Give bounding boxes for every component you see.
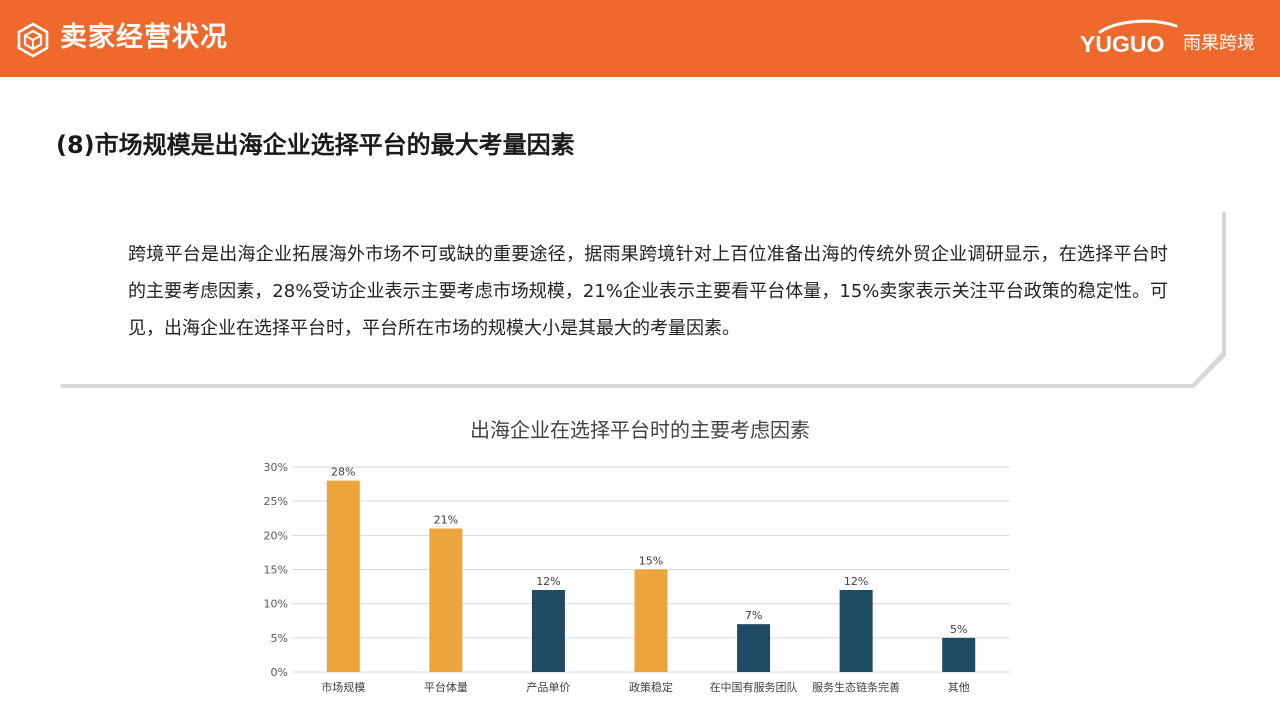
x-tick-label: 平台体量 [424,680,468,694]
chart-svg: 0% 5% 10% 15% 20% 25% 30% 28% 市场规模 21% 平台体量 12% 产品单价… [264,461,1010,694]
brand-name-cn: 雨果跨境 [1183,33,1255,54]
data-label: 15% [639,555,663,568]
x-tick-label: 其他 [948,681,970,694]
brand-logo: YUGUO 雨果跨境 [1080,18,1260,58]
summary-card [58,208,1222,384]
data-label: 7% [745,609,762,622]
summary-text: 跨境平台是出海企业拓展海外市场不可或缺的重要途径，据雨果跨境针对上百位准备出海的… [128,244,1168,339]
cube-icon [17,22,49,58]
section-title: (8)市场规模是出海企业选择平台的最大考量因素 [56,131,575,159]
x-tick-label: 政策稳定 [629,680,673,694]
header-bar: 卖家经营状况 YUGUO 雨果跨境 [0,0,1280,77]
y-tick-label: 15% [264,564,288,577]
chart-title: 出海企业在选择平台时的主要考虑因素 [470,418,810,442]
y-tick-label: 30% [264,461,288,474]
header-title: 卖家经营状况 [60,22,228,53]
bar [531,590,565,672]
brand-swoosh-icon [1098,19,1178,34]
x-tick-label: 产品单价 [526,680,570,694]
brand-name-en: YUGUO [1080,31,1165,57]
data-label: 21% [434,514,458,527]
y-tick-label: 20% [264,529,288,542]
data-label: 12% [536,575,560,588]
y-tick-label: 25% [264,495,288,508]
data-label: 5% [950,623,967,636]
bar-chart: 0% 5% 10% 15% 20% 25% 30% 28% 市场规模 21% 平台体量 12% 产品单价… [250,455,1020,705]
bar [429,528,463,672]
y-tick-label: 10% [264,598,288,611]
x-tick-label: 在中国有服务团队 [710,680,798,694]
x-tick-label: 市场规模 [321,680,365,694]
data-label: 12% [844,575,868,588]
bar [839,590,873,672]
x-tick-label: 服务生态链条完善 [812,680,900,694]
y-tick-label: 0% [271,666,288,679]
bar [634,569,668,672]
bar [942,637,976,672]
y-tick-label: 5% [271,632,288,645]
bar [737,624,771,672]
bar [326,480,360,672]
data-label: 28% [331,466,355,479]
